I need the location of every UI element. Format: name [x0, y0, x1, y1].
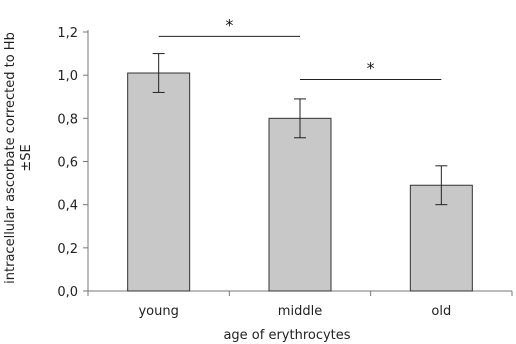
x-tick-label: old: [431, 304, 451, 319]
y-axis-title-line-2: ±SE: [19, 144, 34, 171]
bar: [127, 72, 191, 292]
x-tick-label: young: [138, 304, 178, 319]
y-axis-title: intracellular ascorbate corrected to Hb …: [3, 32, 34, 284]
y-tick-label: 0,4: [57, 199, 78, 214]
y-axis-title-line-1: intracellular ascorbate corrected to Hb: [3, 32, 18, 284]
x-axis-title: age of erythrocytes: [223, 328, 350, 343]
plot-area: 0,0 0,2 0,4 0,6 0,8 1,0 1,2 young middle old * *: [57, 15, 513, 319]
y-tick-label: 1,0: [57, 69, 78, 84]
significance-star: *: [367, 58, 375, 77]
y-tick-label: 0,6: [57, 156, 78, 171]
y-tick-label: 0,8: [57, 112, 78, 127]
x-tick-label: middle: [278, 304, 322, 319]
bar: [268, 117, 332, 292]
y-tick-label: 0,0: [57, 285, 78, 300]
significance-star: *: [225, 15, 233, 34]
y-tick-label: 0,2: [57, 242, 78, 257]
y-tick-label: 1,2: [57, 26, 78, 41]
